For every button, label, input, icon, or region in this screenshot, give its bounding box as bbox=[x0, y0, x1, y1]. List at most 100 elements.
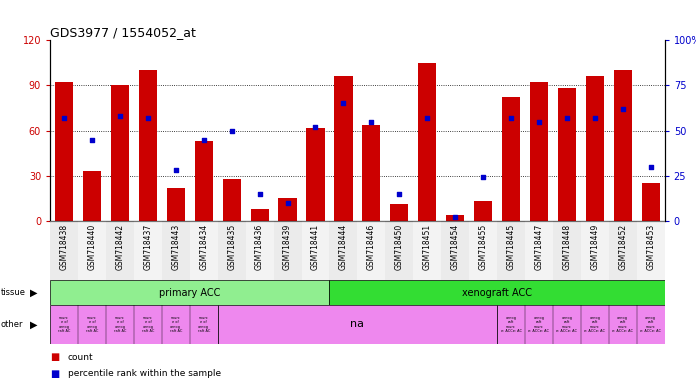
Bar bbox=[469, 221, 497, 280]
Text: GSM718445: GSM718445 bbox=[507, 224, 516, 270]
Point bbox=[617, 106, 628, 112]
Bar bbox=[55, 83, 73, 221]
Bar bbox=[334, 76, 352, 221]
Point bbox=[533, 118, 544, 124]
Text: GSM718439: GSM718439 bbox=[283, 224, 292, 270]
Point bbox=[645, 164, 656, 170]
Text: sourc
e of
xenog
raft AC: sourc e of xenog raft AC bbox=[198, 316, 210, 333]
Text: ▶: ▶ bbox=[30, 319, 38, 329]
Bar bbox=[111, 85, 129, 221]
Text: GSM718447: GSM718447 bbox=[535, 224, 544, 270]
Bar bbox=[167, 188, 185, 221]
Text: percentile rank within the sample: percentile rank within the sample bbox=[68, 369, 221, 378]
Bar bbox=[329, 221, 358, 280]
Bar bbox=[413, 221, 441, 280]
Text: ■: ■ bbox=[50, 369, 59, 379]
Bar bbox=[278, 198, 296, 221]
Point bbox=[226, 127, 237, 134]
Text: xenog
raft
sourc
e: ACCe: AC: xenog raft sourc e: ACCe: AC bbox=[500, 316, 521, 333]
Text: GSM718448: GSM718448 bbox=[562, 224, 571, 270]
Bar bbox=[306, 127, 324, 221]
Bar bbox=[502, 98, 520, 221]
Text: GSM718452: GSM718452 bbox=[618, 224, 627, 270]
Text: sourc
e of
xenog
raft AC: sourc e of xenog raft AC bbox=[170, 316, 182, 333]
Text: GSM718438: GSM718438 bbox=[60, 224, 69, 270]
Bar bbox=[274, 221, 301, 280]
Text: GSM718441: GSM718441 bbox=[311, 224, 320, 270]
Bar bbox=[301, 221, 329, 280]
Point bbox=[198, 137, 209, 143]
Bar bbox=[497, 221, 525, 280]
Text: GSM718449: GSM718449 bbox=[590, 224, 599, 270]
Bar bbox=[609, 221, 637, 280]
Point bbox=[562, 115, 573, 121]
Text: GSM718435: GSM718435 bbox=[227, 224, 236, 270]
Text: xenograft ACC: xenograft ACC bbox=[462, 288, 532, 298]
Text: GSM718446: GSM718446 bbox=[367, 224, 376, 270]
Point bbox=[394, 190, 405, 197]
Bar bbox=[106, 221, 134, 280]
Text: GSM718453: GSM718453 bbox=[646, 224, 655, 270]
Bar bbox=[525, 221, 553, 280]
Point bbox=[86, 137, 97, 143]
Bar bbox=[390, 204, 409, 221]
Bar bbox=[418, 63, 436, 221]
Point bbox=[505, 115, 516, 121]
Text: sourc
e of
xenog
raft AC: sourc e of xenog raft AC bbox=[86, 316, 98, 333]
Point bbox=[422, 115, 433, 121]
Bar bbox=[557, 88, 576, 221]
Bar bbox=[474, 201, 492, 221]
Bar bbox=[386, 221, 413, 280]
Text: sourc
e of
xenog
raft AC: sourc e of xenog raft AC bbox=[142, 316, 154, 333]
Bar bbox=[134, 221, 162, 280]
Bar bbox=[195, 141, 213, 221]
Text: GSM718437: GSM718437 bbox=[143, 224, 152, 270]
Bar bbox=[358, 221, 386, 280]
Text: GSM718440: GSM718440 bbox=[88, 224, 97, 270]
Bar bbox=[251, 209, 269, 221]
Bar bbox=[50, 305, 218, 344]
Text: GSM718443: GSM718443 bbox=[171, 224, 180, 270]
Bar bbox=[218, 305, 497, 344]
Bar bbox=[50, 280, 329, 305]
Bar bbox=[363, 124, 381, 221]
Bar bbox=[162, 221, 190, 280]
Bar bbox=[441, 221, 469, 280]
Bar bbox=[246, 221, 274, 280]
Text: GSM718450: GSM718450 bbox=[395, 224, 404, 270]
Text: tissue: tissue bbox=[1, 288, 26, 297]
Text: xenog
raft
sourc
e: ACCe: AC: xenog raft sourc e: ACCe: AC bbox=[556, 316, 578, 333]
Text: GSM718434: GSM718434 bbox=[199, 224, 208, 270]
Text: GSM718455: GSM718455 bbox=[479, 224, 488, 270]
Point bbox=[338, 101, 349, 107]
Point bbox=[477, 174, 489, 180]
Bar bbox=[586, 76, 604, 221]
Point bbox=[590, 115, 601, 121]
Bar bbox=[446, 215, 464, 221]
Point bbox=[366, 118, 377, 124]
Text: GSM718444: GSM718444 bbox=[339, 224, 348, 270]
Point bbox=[450, 214, 461, 220]
Text: xenog
raft
sourc
e: ACCe: AC: xenog raft sourc e: ACCe: AC bbox=[640, 316, 661, 333]
Point bbox=[171, 167, 182, 173]
Text: GSM718451: GSM718451 bbox=[422, 224, 432, 270]
Text: sourc
e of
xenog
raft AC: sourc e of xenog raft AC bbox=[58, 316, 70, 333]
Point bbox=[310, 124, 321, 130]
Text: GDS3977 / 1554052_at: GDS3977 / 1554052_at bbox=[50, 26, 196, 39]
Bar bbox=[83, 171, 101, 221]
Text: primary ACC: primary ACC bbox=[159, 288, 221, 298]
Text: count: count bbox=[68, 353, 93, 362]
Text: other: other bbox=[1, 320, 23, 329]
Bar bbox=[614, 70, 632, 221]
Bar bbox=[642, 183, 660, 221]
Point bbox=[254, 190, 265, 197]
Bar bbox=[139, 70, 157, 221]
Text: ■: ■ bbox=[50, 352, 59, 362]
Bar bbox=[637, 221, 665, 280]
Bar bbox=[50, 221, 78, 280]
Point bbox=[282, 200, 293, 206]
Text: GSM718436: GSM718436 bbox=[255, 224, 264, 270]
Bar bbox=[329, 280, 665, 305]
Point bbox=[58, 115, 70, 121]
Point bbox=[114, 113, 125, 119]
